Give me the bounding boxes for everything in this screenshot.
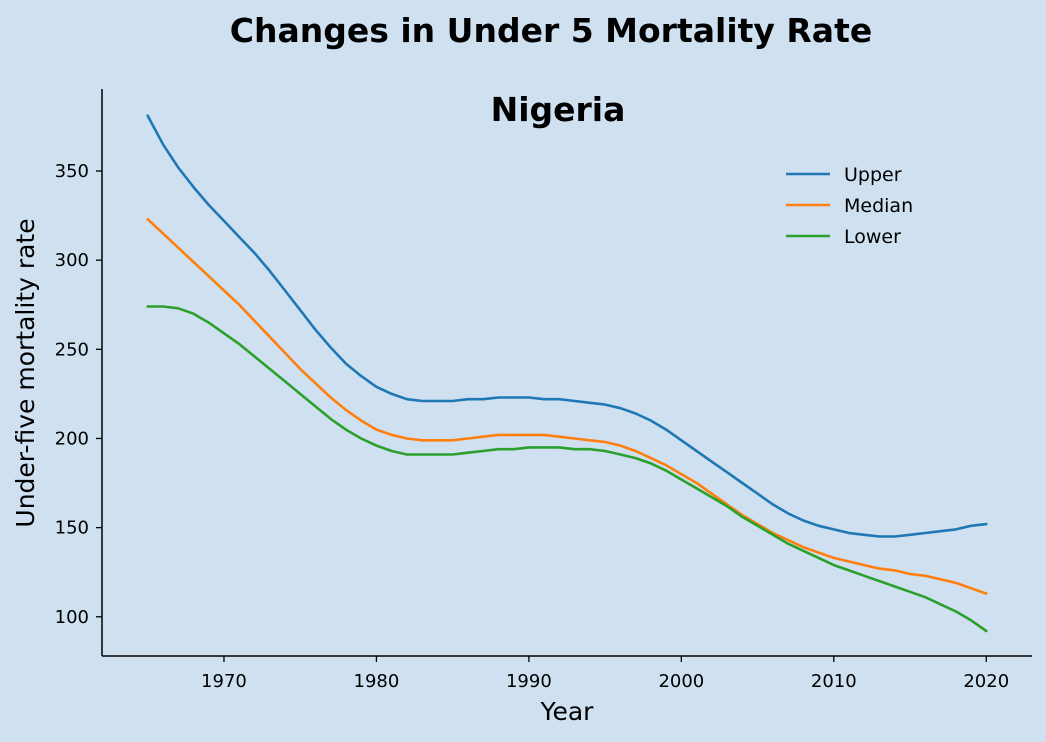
x-axis-label: Year [540, 697, 595, 726]
chart-subtitle: Nigeria [491, 90, 626, 129]
series-line-upper [146, 114, 988, 538]
series-line-median [146, 217, 988, 595]
y-tick-label: 300 [55, 250, 89, 271]
x-tick-label: 1990 [506, 671, 552, 692]
y-tick-label: 250 [55, 339, 89, 360]
x-tick-label: 1980 [354, 671, 400, 692]
plot-area: 1970 1980 1990 2000 2010 2020 100 150 200 250 300… [55, 89, 1032, 692]
y-tick-label: 150 [55, 518, 89, 539]
legend: Upper Median Lower [786, 164, 913, 248]
y-tick-label: 350 [55, 161, 89, 182]
x-tick-label: 2000 [658, 671, 704, 692]
y-axis-label: Under-five mortality rate [11, 218, 40, 527]
x-tick-label: 1970 [201, 671, 247, 692]
y-tick-label: 200 [55, 428, 89, 449]
legend-label-lower: Lower [844, 226, 901, 248]
legend-label-upper: Upper [844, 164, 902, 186]
legend-label-median: Median [844, 195, 913, 217]
series-line-lower [146, 305, 988, 633]
x-tick-label: 2010 [811, 671, 857, 692]
y-ticks: 100 150 200 250 300 350 [55, 161, 102, 628]
y-tick-label: 100 [55, 607, 89, 628]
chart-title: Changes in Under 5 Mortality Rate [230, 11, 872, 50]
series-group [146, 114, 988, 633]
x-ticks: 1970 1980 1990 2000 2010 2020 [201, 656, 1009, 692]
x-tick-label: 2020 [963, 671, 1009, 692]
